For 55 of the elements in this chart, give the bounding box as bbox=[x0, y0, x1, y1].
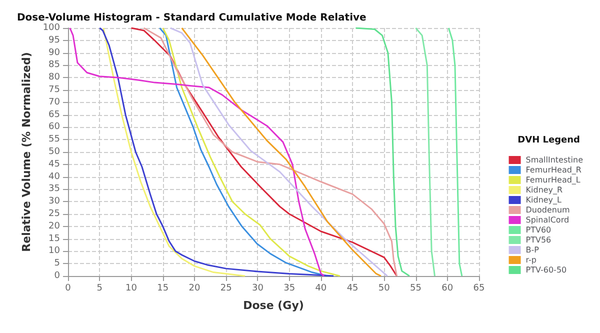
y-tick-label: 80 bbox=[48, 72, 60, 83]
legend-title: DVH Legend bbox=[518, 136, 580, 146]
y-tick-label: 55 bbox=[48, 134, 60, 145]
line-series bbox=[354, 27, 410, 277]
y-tick-label: 35 bbox=[48, 184, 60, 194]
legend-label: PTV56 bbox=[526, 236, 552, 244]
x-tick-label: 65 bbox=[473, 284, 485, 294]
y-axis-title: Relative Volume (% Normalized) bbox=[20, 52, 33, 252]
x-tick-label: 60 bbox=[442, 284, 454, 294]
legend-label: PTV60 bbox=[526, 226, 552, 234]
x-tick-label: 5 bbox=[96, 284, 102, 294]
legend-label: SpinalCord bbox=[526, 216, 570, 224]
y-tick-label: 100 bbox=[42, 23, 60, 33]
x-tick-label: 55 bbox=[410, 284, 422, 294]
legend-label: FemurHead_L bbox=[526, 176, 581, 184]
y-tick-label: 65 bbox=[48, 110, 60, 120]
legend-label: r-p bbox=[526, 256, 537, 264]
y-tick-label: 30 bbox=[48, 196, 60, 207]
y-tick-label: 15 bbox=[48, 234, 60, 244]
y-tick-label: 25 bbox=[48, 209, 60, 219]
x-tick-label: 10 bbox=[126, 284, 138, 294]
y-tick-label: 90 bbox=[48, 48, 60, 58]
legend-label: SmallIntestine bbox=[526, 156, 584, 164]
y-tick-label: 5 bbox=[54, 258, 60, 269]
y-tick-label: 0 bbox=[54, 271, 60, 281]
legend-label: Kidney_L bbox=[526, 196, 562, 204]
x-axis-title: Dose (Gy) bbox=[243, 299, 304, 312]
x-tick-label: 50 bbox=[378, 284, 390, 294]
line-series bbox=[102, 27, 246, 277]
x-tick-label: 15 bbox=[157, 284, 169, 294]
line-series bbox=[415, 27, 436, 277]
chart-title: Dose-Volume Histogram - Standard Cumulative Mode Relative bbox=[17, 12, 367, 24]
y-tick-label: 60 bbox=[48, 122, 60, 132]
x-tick-label: 20 bbox=[188, 284, 200, 294]
x-tick-label: 35 bbox=[284, 284, 296, 294]
y-tick-label: 85 bbox=[48, 60, 60, 70]
x-tick-label: 30 bbox=[252, 284, 264, 294]
legend-label: FemurHead_R bbox=[526, 166, 582, 174]
y-tick-label: 95 bbox=[48, 35, 60, 46]
y-tick-label: 20 bbox=[48, 221, 60, 232]
legend-label: B-P bbox=[526, 246, 540, 254]
x-tick-label: 0 bbox=[65, 284, 72, 294]
legend-label: Duodenum bbox=[526, 206, 570, 214]
y-tick-label: 10 bbox=[48, 246, 60, 256]
x-tick-label: 25 bbox=[220, 284, 232, 294]
y-tick-label: 40 bbox=[48, 172, 60, 182]
legend-label: PTV-60-50 bbox=[526, 266, 567, 274]
x-tick-label: 45 bbox=[346, 284, 358, 294]
y-tick-label: 70 bbox=[48, 97, 60, 108]
line-series bbox=[448, 27, 463, 277]
x-tick-label: 40 bbox=[315, 284, 327, 294]
y-tick-label: 75 bbox=[48, 85, 60, 95]
y-tick-label: 50 bbox=[48, 147, 60, 157]
legend-label: Kidney_R bbox=[526, 186, 564, 194]
y-tick-label: 45 bbox=[48, 159, 60, 170]
